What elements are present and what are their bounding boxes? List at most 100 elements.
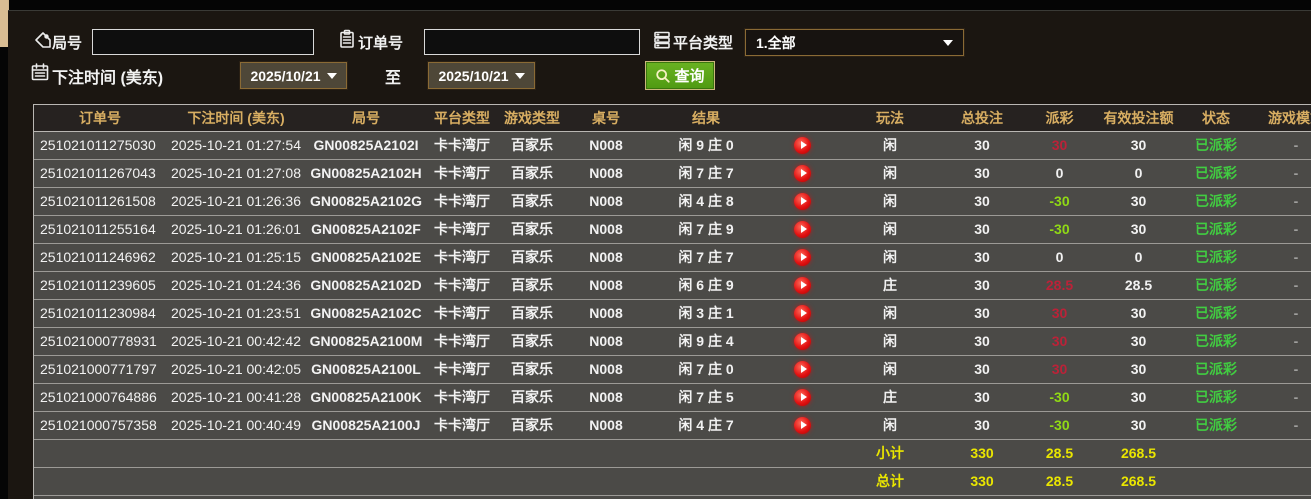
- cell-empty: [839, 495, 941, 499]
- cell-replay: [766, 131, 839, 160]
- cell-result: 闲 3 庄 1: [646, 299, 766, 328]
- clipboard-icon: [340, 29, 354, 48]
- cell-order_id: 251021011246962: [34, 243, 166, 272]
- cell-play: 闲: [839, 299, 941, 328]
- cell-platform: 卡卡湾厅: [426, 411, 498, 440]
- cell-empty: [498, 495, 566, 499]
- cell-status: 已派彩: [1181, 215, 1251, 244]
- cell-round_id: GN00825A2102H: [306, 159, 426, 188]
- cell-game_type: 百家乐: [498, 383, 566, 412]
- cell-total_bet: 30: [941, 327, 1023, 356]
- replay-play-icon[interactable]: [794, 332, 811, 350]
- cell-empty: [766, 439, 839, 468]
- cell-game_mode: -: [1251, 299, 1311, 328]
- cell-bet_time: 2025-10-21 01:25:15: [166, 243, 306, 272]
- replay-play-icon[interactable]: [794, 388, 811, 406]
- column-header-12: 状态: [1181, 105, 1251, 132]
- cell-result: 闲 7 庄 0: [646, 355, 766, 384]
- cell-empty: [566, 495, 646, 499]
- cell-empty: [566, 439, 646, 468]
- cell-table_no: N008: [566, 411, 646, 440]
- grand-total-row-label: 总计: [839, 467, 941, 496]
- cell-play: 闲: [839, 411, 941, 440]
- cell-payout: 30: [1023, 299, 1096, 328]
- replay-play-icon[interactable]: [794, 276, 811, 294]
- cell-empty: [941, 495, 1023, 499]
- replay-play-icon[interactable]: [794, 220, 811, 238]
- replay-play-icon[interactable]: [794, 192, 811, 210]
- cell-bet_time: 2025-10-21 01:26:36: [166, 187, 306, 216]
- cell-empty: [1251, 495, 1311, 499]
- order-input[interactable]: [424, 29, 640, 55]
- cell-status: 已派彩: [1181, 187, 1251, 216]
- subtotal-row-valid-bet: 268.5: [1096, 439, 1181, 468]
- subtotal-row: 小计 330 28.5 268.5: [34, 439, 1311, 468]
- query-button[interactable]: 查询: [645, 61, 715, 90]
- cell-status: 已派彩: [1181, 299, 1251, 328]
- query-button-label: 查询: [674, 68, 705, 85]
- cell-table_no: N008: [566, 383, 646, 412]
- cell-table_no: N008: [566, 159, 646, 188]
- replay-play-icon[interactable]: [794, 248, 811, 266]
- date-from-value: 2025/10/21: [250, 67, 321, 84]
- cell-empty: [566, 467, 646, 496]
- cell-bet_time: 2025-10-21 00:42:05: [166, 355, 306, 384]
- to-label: 至: [385, 70, 402, 87]
- cell-empty: [766, 495, 839, 499]
- cell-result: 闲 4 庄 8: [646, 187, 766, 216]
- cell-empty: [1181, 467, 1251, 496]
- replay-play-icon[interactable]: [794, 360, 811, 378]
- table-row: 251021011261508 2025-10-21 01:26:36 GN0082…: [34, 187, 1311, 216]
- cell-bet_time: 2025-10-21 01:27:08: [166, 159, 306, 188]
- cell-payout: 30: [1023, 355, 1096, 384]
- date-to-picker[interactable]: 2025/10/21: [427, 61, 536, 90]
- cell-platform: 卡卡湾厅: [426, 215, 498, 244]
- cell-result: 闲 6 庄 9: [646, 271, 766, 300]
- platform-selected-value: 1.全部: [756, 34, 796, 51]
- cell-valid_bet: 30: [1096, 355, 1181, 384]
- date-to-value: 2025/10/21: [438, 67, 509, 84]
- cell-valid_bet: 30: [1096, 327, 1181, 356]
- round-input[interactable]: [92, 29, 314, 55]
- cell-replay: [766, 243, 839, 272]
- cell-game_type: 百家乐: [498, 299, 566, 328]
- column-header-5: 桌号: [566, 105, 646, 132]
- cell-play: 闲: [839, 243, 941, 272]
- cell-total_bet: 30: [941, 355, 1023, 384]
- round-label: 局号: [52, 35, 83, 52]
- cell-replay: [766, 215, 839, 244]
- cell-game_mode: -: [1251, 355, 1311, 384]
- cell-game_mode: -: [1251, 131, 1311, 160]
- table-row: 251021011267043 2025-10-21 01:27:08 GN0082…: [34, 159, 1311, 188]
- cell-order_id: 251021011267043: [34, 159, 166, 188]
- cell-play: 庄: [839, 271, 941, 300]
- cell-empty: [1251, 439, 1311, 468]
- cell-order_id: 251021000771797: [34, 355, 166, 384]
- cell-result: 闲 7 庄 5: [646, 383, 766, 412]
- column-header-7: [766, 105, 839, 132]
- cell-replay: [766, 327, 839, 356]
- cell-empty: [1023, 495, 1096, 499]
- cell-total_bet: 30: [941, 215, 1023, 244]
- cell-status: 已派彩: [1181, 271, 1251, 300]
- replay-play-icon[interactable]: [794, 416, 811, 434]
- cell-total_bet: 30: [941, 411, 1023, 440]
- results-table: 订单号 下注时间 (美东) 局号 平台类型 游戏类型 桌号 结果 玩法 总投注 派彩 有效投注额 状态…: [34, 105, 1311, 499]
- cell-order_id: 251021000778931: [34, 327, 166, 356]
- cell-order_id: 251021011275030: [34, 131, 166, 160]
- replay-play-icon[interactable]: [794, 136, 811, 154]
- platform-select[interactable]: 1.全部: [744, 28, 965, 57]
- order-label: 订单号: [358, 35, 404, 52]
- replay-play-icon[interactable]: [794, 164, 811, 182]
- cell-platform: 卡卡湾厅: [426, 299, 498, 328]
- cell-game_type: 百家乐: [498, 187, 566, 216]
- cell-game_mode: -: [1251, 383, 1311, 412]
- replay-play-icon[interactable]: [794, 304, 811, 322]
- cell-total_bet: 30: [941, 159, 1023, 188]
- cell-empty: [306, 495, 426, 499]
- cell-platform: 卡卡湾厅: [426, 243, 498, 272]
- column-header-1: 下注时间 (美东): [166, 105, 306, 132]
- date-from-picker[interactable]: 2025/10/21: [239, 61, 348, 90]
- cell-valid_bet: 30: [1096, 215, 1181, 244]
